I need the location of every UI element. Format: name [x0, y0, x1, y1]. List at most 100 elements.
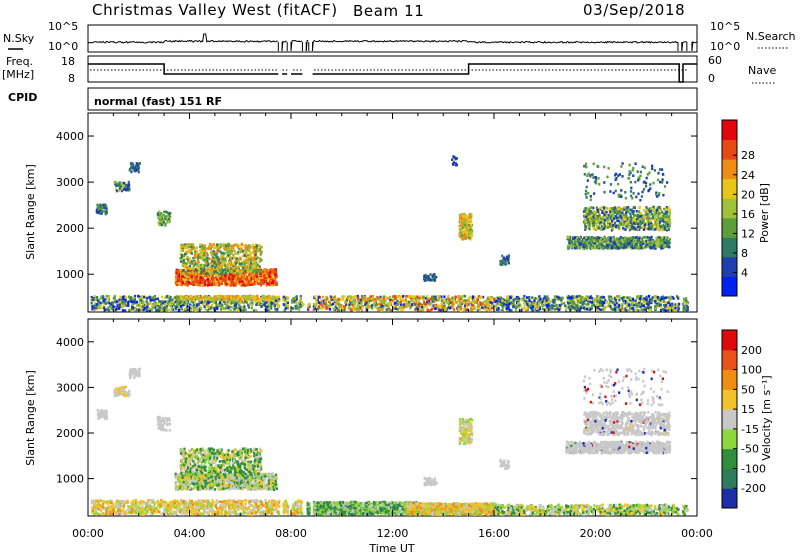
echo-cell [217, 297, 220, 300]
echo-cell [409, 307, 412, 310]
echo-cell [225, 249, 229, 252]
echo-cell [348, 295, 351, 298]
nsky-tick-top: 10^5 [48, 20, 78, 33]
echo-cell [260, 305, 263, 308]
echo-cell [164, 308, 167, 312]
echo-cell [265, 274, 268, 278]
echo-cell [122, 185, 125, 189]
echo-cell [525, 299, 528, 303]
echo-cell [192, 264, 195, 268]
echo-cell [592, 303, 595, 307]
echo-cell [685, 299, 688, 302]
echo-cell [254, 243, 257, 247]
echo-cell [164, 303, 167, 306]
echo-cell [180, 307, 183, 311]
echo-cell [500, 309, 503, 312]
echo-cell [571, 301, 574, 304]
echo-cell [176, 303, 179, 306]
echo-cell [278, 299, 281, 303]
echo-cell [295, 305, 299, 308]
echo-cell [126, 304, 129, 308]
echo-cell [418, 305, 421, 308]
echo-cell [394, 295, 397, 298]
echo-cell [626, 296, 629, 299]
echo-cell [452, 161, 456, 164]
echo-cell [377, 302, 380, 306]
echo-cell [94, 297, 97, 301]
echo-cell [591, 304, 594, 307]
echo-cell [98, 210, 101, 214]
echo-cell [650, 300, 653, 303]
echo-cell [200, 267, 203, 271]
echo-cell [213, 251, 216, 254]
echo-cell [169, 301, 173, 305]
echo-cell [244, 282, 247, 285]
echo-cell [532, 307, 535, 311]
echo-cell [553, 297, 556, 300]
echo-cell [212, 298, 216, 302]
echo-cell [469, 228, 472, 232]
echo-cell [268, 280, 271, 284]
echo-cell [509, 296, 512, 300]
echo-cell [585, 307, 588, 311]
echo-cell [91, 305, 94, 308]
echo-cell [491, 306, 494, 310]
echo-cell [341, 298, 345, 301]
echo-cell [482, 295, 485, 299]
echo-cell [207, 278, 210, 281]
echo-cell [269, 271, 272, 274]
echo-cell [223, 270, 226, 274]
echo-cell [258, 298, 261, 301]
echo-cell [342, 295, 345, 298]
echo-cell [218, 304, 221, 308]
echo-cell [267, 271, 270, 274]
echo-cell [602, 296, 605, 299]
echo-cell [499, 301, 502, 304]
echo-cell [257, 247, 260, 251]
echo-cell [563, 302, 566, 305]
echo-cell [513, 299, 516, 303]
echo-cell [216, 278, 219, 281]
echo-cell [596, 295, 599, 298]
echo-cell [186, 246, 189, 250]
echo-cell [458, 214, 461, 217]
echo-cell [264, 297, 267, 301]
echo-cell [684, 306, 687, 310]
echo-cell [625, 309, 628, 312]
echo-cell [222, 279, 225, 282]
echo-cell [219, 299, 222, 303]
echo-cell [270, 276, 273, 279]
echo-cell [463, 304, 467, 308]
echo-cell [587, 306, 590, 310]
echo-cell [258, 259, 261, 263]
echo-cell [629, 297, 632, 300]
echo-cell [228, 244, 231, 248]
echo-cell [204, 260, 207, 263]
echo-cell [301, 303, 304, 306]
echo-cell [249, 255, 252, 258]
echo-cell [507, 261, 510, 265]
echo-cell [615, 296, 618, 300]
echo-cell [576, 302, 579, 305]
echo-cell [544, 299, 547, 303]
echo-cell [224, 279, 227, 283]
echo-cell [186, 268, 189, 271]
echo-cell [176, 272, 179, 276]
echo-cell [507, 257, 510, 261]
echo-cell [234, 300, 237, 303]
echo-cell [208, 269, 211, 273]
echo-cell [242, 276, 245, 279]
echo-cell [140, 299, 143, 302]
echo-cell [198, 309, 201, 312]
echo-cell [198, 270, 201, 273]
echo-cell [131, 298, 134, 302]
echo-cell [178, 272, 181, 276]
echo-cell [169, 296, 172, 299]
echo-cell [194, 296, 197, 300]
echo-cell [614, 303, 617, 307]
echo-cell [542, 297, 545, 300]
echo-cell [217, 264, 220, 268]
echo-cell [486, 304, 489, 308]
echo-cell [523, 307, 526, 311]
echo-cell [163, 300, 167, 304]
